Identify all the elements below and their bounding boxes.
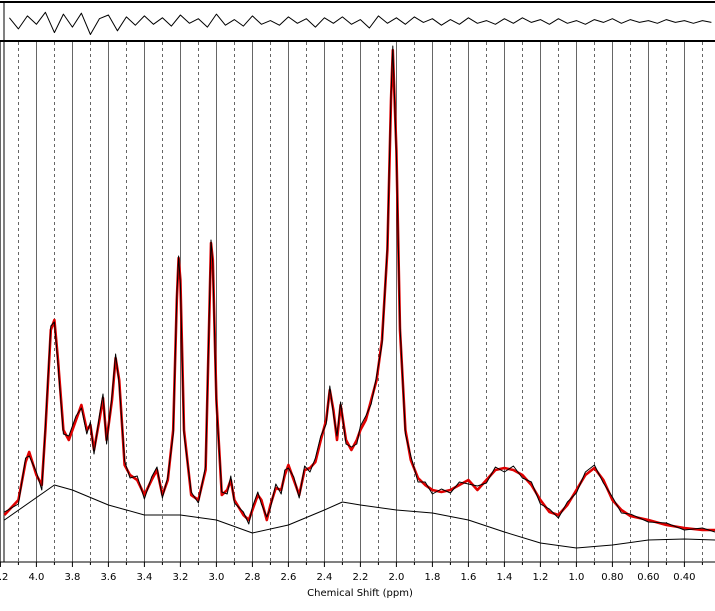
x-tick-label: 0.80	[601, 572, 623, 583]
x-tick-label: 3.0	[208, 572, 224, 583]
spectrum-line	[4, 484, 715, 549]
x-tick-label: 1.2	[532, 572, 548, 583]
x-tick-label: 1.0	[568, 572, 584, 583]
x-tick-label: 2.8	[244, 572, 260, 583]
x-axis-label: Chemical Shift (ppm)	[307, 588, 413, 599]
x-tick-label: 1.8	[424, 572, 440, 583]
fit-line	[3, 48, 715, 532]
x-tick-label: 4.2	[0, 572, 8, 583]
x-tick-label: 2.0	[388, 572, 404, 583]
x-tick-label: 3.4	[136, 572, 152, 583]
x-tick-label: 2.6	[280, 572, 296, 583]
x-tick-label: 2.2	[352, 572, 368, 583]
x-tick-label: 1.4	[496, 572, 512, 583]
x-tick-label: 3.6	[100, 572, 116, 583]
x-tick-label: 0.60	[637, 572, 659, 583]
x-tick-label: 3.8	[64, 572, 80, 583]
x-tick-label: 4.0	[28, 572, 44, 583]
x-tick-label: 1.6	[460, 572, 476, 583]
x-tick-label: 0.40	[673, 572, 695, 583]
spectrum-line	[4, 45, 715, 533]
spectrum-line	[9, 11, 712, 35]
x-tick-label: 3.2	[172, 572, 188, 583]
x-tick-label: 2.4	[316, 572, 332, 583]
